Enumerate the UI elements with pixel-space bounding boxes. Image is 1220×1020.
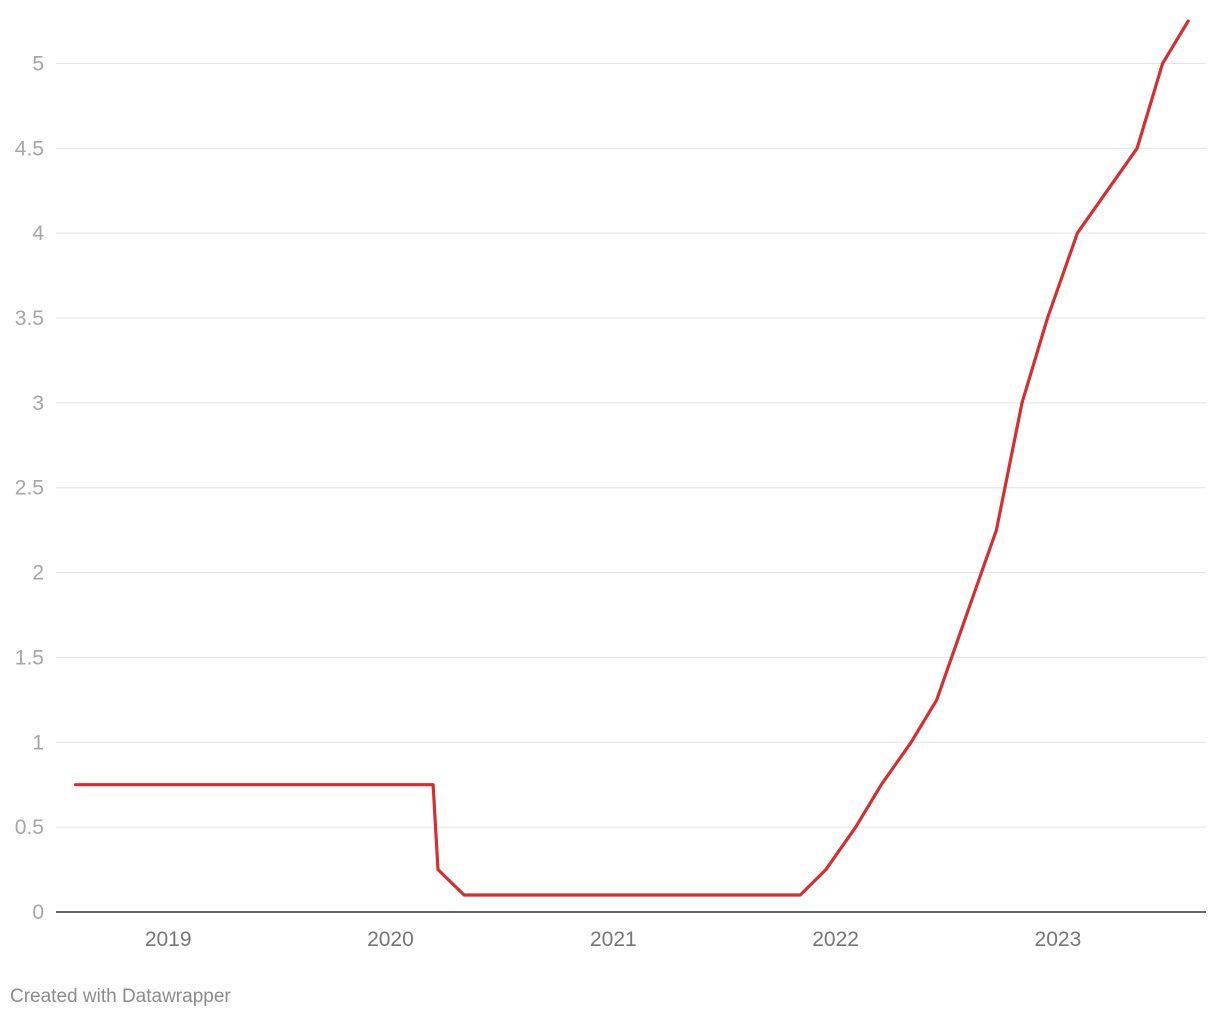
x-axis: 2019 2020 2021 2022 2023 xyxy=(145,928,1081,951)
grid xyxy=(56,62,1206,828)
y-tick-label: 3 xyxy=(32,392,44,415)
x-tick-label: 2019 xyxy=(145,928,192,951)
y-tick-label: 2.5 xyxy=(15,477,44,500)
y-tick-label: 4 xyxy=(32,222,44,245)
y-tick-label: 0.5 xyxy=(15,816,44,839)
x-tick-label: 2020 xyxy=(367,928,414,951)
y-tick-label: 1 xyxy=(32,731,44,754)
y-tick-label: 1.5 xyxy=(15,646,44,669)
y-tick-label: 0 xyxy=(32,901,44,924)
x-tick-label: 2021 xyxy=(590,928,637,951)
y-tick-label: 5 xyxy=(32,52,44,75)
y-tick-label: 4.5 xyxy=(15,137,44,160)
x-tick-label: 2022 xyxy=(812,928,859,951)
y-tick-label: 2 xyxy=(32,562,44,585)
series-group xyxy=(74,19,1190,897)
y-axis: 0 0.5 1 1.5 2 2.5 3 3.5 4 4.5 5 xyxy=(15,52,45,924)
y-tick-label: 3.5 xyxy=(15,307,44,330)
series-line-0 xyxy=(74,19,1190,897)
x-tick-label: 2023 xyxy=(1035,928,1082,951)
footer-credit: Created with Datawrapper xyxy=(10,986,231,1007)
